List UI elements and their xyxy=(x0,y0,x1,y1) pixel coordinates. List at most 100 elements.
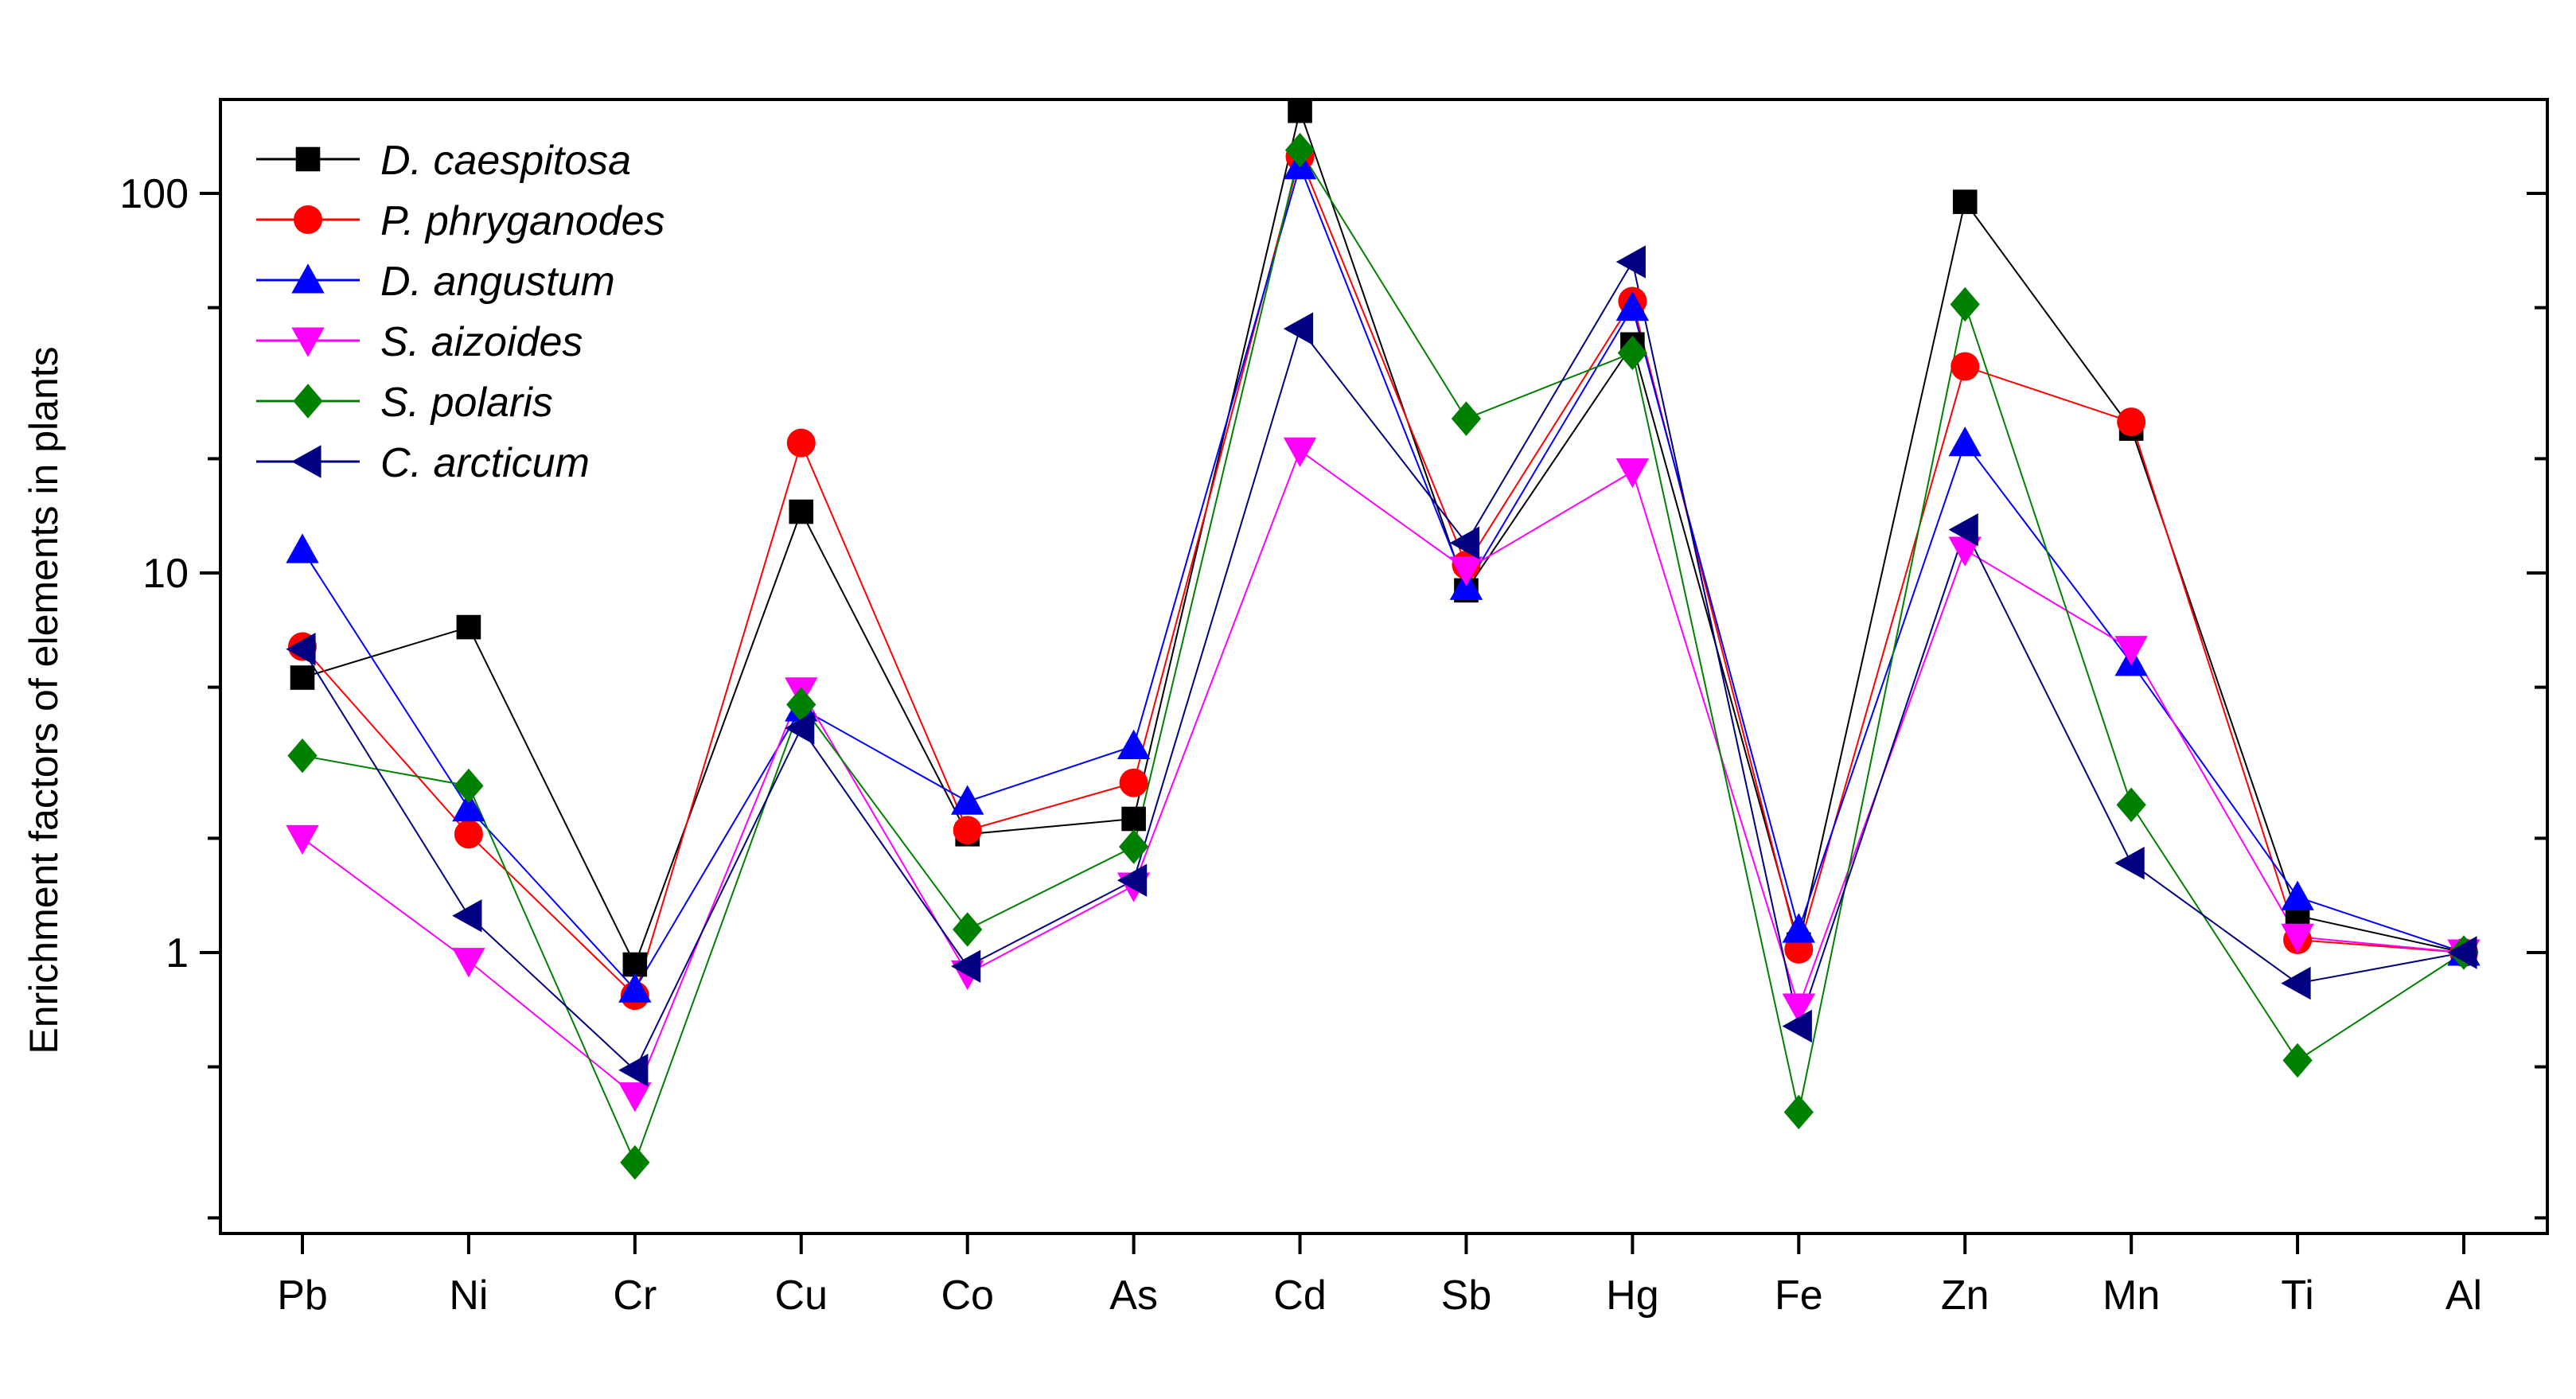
series-line-3 xyxy=(302,449,2465,1097)
data-point xyxy=(1782,993,1816,1023)
data-point xyxy=(2281,923,2314,953)
data-point xyxy=(1118,829,1149,864)
data-point xyxy=(950,785,984,815)
x-tick-label: Mn xyxy=(2102,1272,2160,1319)
legend-label: D. caespitosa xyxy=(380,138,631,184)
data-point xyxy=(2114,636,2148,666)
legend-label: P. phryganodes xyxy=(380,198,665,244)
data-point xyxy=(1117,863,1148,897)
legend-marker xyxy=(295,146,321,172)
data-point xyxy=(286,633,316,666)
y-axis-title: Enrichment factors of elements in plants xyxy=(21,346,66,1054)
data-point xyxy=(1948,426,1982,457)
x-tick-label: Hg xyxy=(1606,1272,1658,1319)
series-line-1 xyxy=(302,154,2465,998)
data-point xyxy=(618,1082,652,1113)
legend-marker xyxy=(291,263,325,294)
data-point xyxy=(1283,312,1314,345)
data-point xyxy=(618,1054,649,1087)
data-point xyxy=(1615,245,1646,279)
x-tick-label: Ni xyxy=(449,1272,488,1319)
data-point xyxy=(1284,132,1315,168)
data-point xyxy=(1952,189,1978,214)
x-tick-label: Cd xyxy=(1273,1272,1326,1319)
legend-label: C. arcticum xyxy=(380,440,590,486)
data-point xyxy=(1449,526,1480,559)
legend-marker xyxy=(294,205,322,234)
legend-label: D. angustum xyxy=(380,259,615,305)
legend-label: S. aizoides xyxy=(380,319,583,365)
legend: D. caespitosa P. phryganodes D. angustum S.… xyxy=(256,138,665,486)
data-point xyxy=(950,949,981,983)
series-line-0 xyxy=(302,107,2465,967)
x-tick-label: As xyxy=(1109,1272,1158,1319)
data-point xyxy=(286,824,319,855)
data-point xyxy=(1617,335,1648,371)
data-point xyxy=(290,665,315,690)
data-point xyxy=(1950,286,1980,322)
data-point xyxy=(1121,806,1146,832)
data-point xyxy=(1783,1094,1814,1130)
data-point xyxy=(1119,768,1148,797)
x-tick-label: Fe xyxy=(1775,1272,1823,1319)
data-point xyxy=(622,952,648,977)
legend-marker xyxy=(291,445,322,478)
data-point xyxy=(785,711,815,745)
data-point xyxy=(953,912,983,947)
data-point xyxy=(1117,729,1151,760)
data-point xyxy=(454,820,483,849)
data-point xyxy=(287,738,318,774)
plot-frame xyxy=(219,98,2549,1235)
data-point xyxy=(1449,556,1483,586)
data-point xyxy=(2114,846,2145,880)
data-point xyxy=(456,614,481,640)
x-tick-label: Al xyxy=(2445,1272,2482,1319)
y-tick-label: 1 xyxy=(166,930,189,976)
legend-marker xyxy=(291,327,325,357)
x-tick-label: Co xyxy=(941,1272,993,1319)
y-tick-label: 100 xyxy=(119,171,189,217)
data-point xyxy=(452,948,485,978)
data-point xyxy=(786,428,816,458)
y-axis: 1 10 100 xyxy=(119,171,2547,1220)
x-tick-label: Pb xyxy=(277,1272,328,1319)
data-point xyxy=(618,972,652,1003)
x-tick-label: Cr xyxy=(613,1272,657,1319)
y-tick-label: 10 xyxy=(142,551,189,597)
series-line-5 xyxy=(302,259,2465,1072)
series-lines xyxy=(302,107,2465,1165)
data-point xyxy=(1615,290,1650,321)
x-axis: Pb Ni Cr Cu Co As Cd Sb Hg Fe Zn Mn Ti Al xyxy=(277,1233,2482,1319)
data-point xyxy=(789,499,814,524)
data-point xyxy=(454,768,484,804)
data-point xyxy=(2117,407,2146,437)
series-line-4 xyxy=(302,148,2465,1165)
data-point xyxy=(2116,787,2146,823)
legend-marker xyxy=(293,384,323,419)
data-point xyxy=(1451,401,1482,436)
data-point xyxy=(786,687,816,723)
series-markers xyxy=(286,98,2481,1180)
data-point xyxy=(452,791,485,822)
data-point xyxy=(1283,437,1317,468)
data-point xyxy=(1948,536,1982,567)
data-point xyxy=(2281,966,2311,1000)
data-point xyxy=(1782,913,1816,943)
data-point xyxy=(1288,98,1312,123)
data-point xyxy=(452,899,482,933)
x-tick-label: Zn xyxy=(1941,1272,1989,1319)
x-tick-label: Ti xyxy=(2281,1272,2313,1319)
x-tick-label: Sb xyxy=(1441,1272,1492,1319)
data-point xyxy=(953,816,982,845)
data-point xyxy=(1948,512,1978,547)
data-point xyxy=(1782,1009,1812,1043)
data-point xyxy=(1615,458,1650,489)
x-tick-label: Cu xyxy=(775,1272,828,1319)
data-point xyxy=(620,1144,650,1180)
series-line-2 xyxy=(302,163,2465,991)
data-point xyxy=(1951,352,1980,381)
data-point xyxy=(2282,1042,2313,1078)
legend-label: S. polaris xyxy=(380,380,553,426)
data-point xyxy=(2447,936,2477,969)
